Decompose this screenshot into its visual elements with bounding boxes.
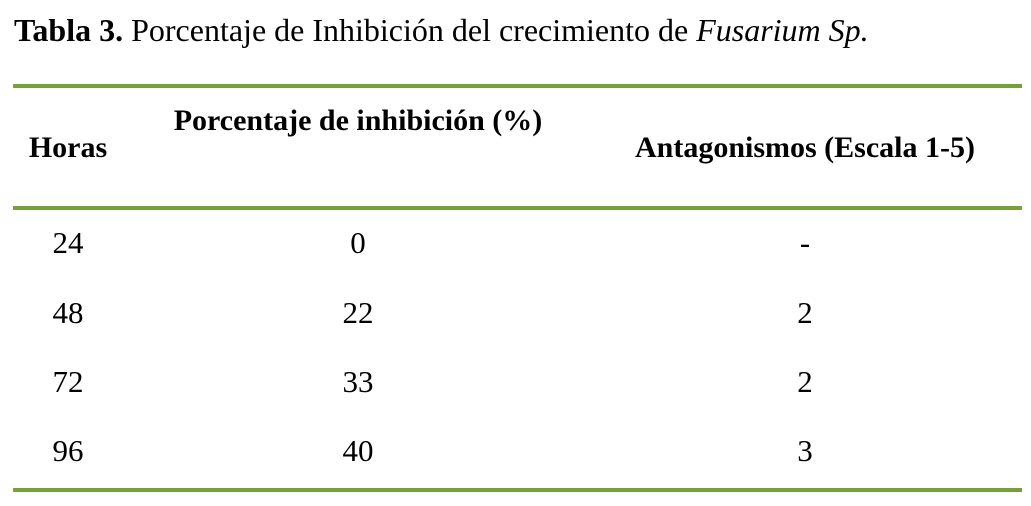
top-rule (13, 84, 1022, 88)
header-cell: Horas (28, 131, 108, 164)
table-cell: 22 (342, 295, 374, 330)
caption-label: Tabla 3. (14, 12, 124, 48)
table-cell: 72 (52, 364, 84, 399)
header-cell: Porcentaje de inhibición (%) (173, 104, 543, 137)
bottom-rule (13, 488, 1022, 492)
table-cell: - (799, 225, 811, 260)
header-rule (13, 206, 1022, 210)
caption-text: Porcentaje de Inhibición del crecimiento… (131, 12, 689, 48)
table-cell: 0 (350, 225, 366, 260)
table-cell: 48 (52, 295, 84, 330)
table-caption: Tabla 3. Porcentaje de Inhibición del cr… (14, 8, 869, 52)
table-cell: 33 (342, 364, 374, 399)
table-cell: 2 (797, 295, 813, 330)
table-cell: 24 (52, 225, 84, 260)
table-cell: 40 (342, 433, 374, 468)
header-cell: Antagonismos (Escala 1-5) (634, 131, 975, 164)
table-cell: 3 (797, 433, 813, 468)
table-cell: 2 (797, 364, 813, 399)
table-cell: 96 (52, 433, 84, 468)
caption-organism: Fusarium Sp. (696, 12, 869, 48)
